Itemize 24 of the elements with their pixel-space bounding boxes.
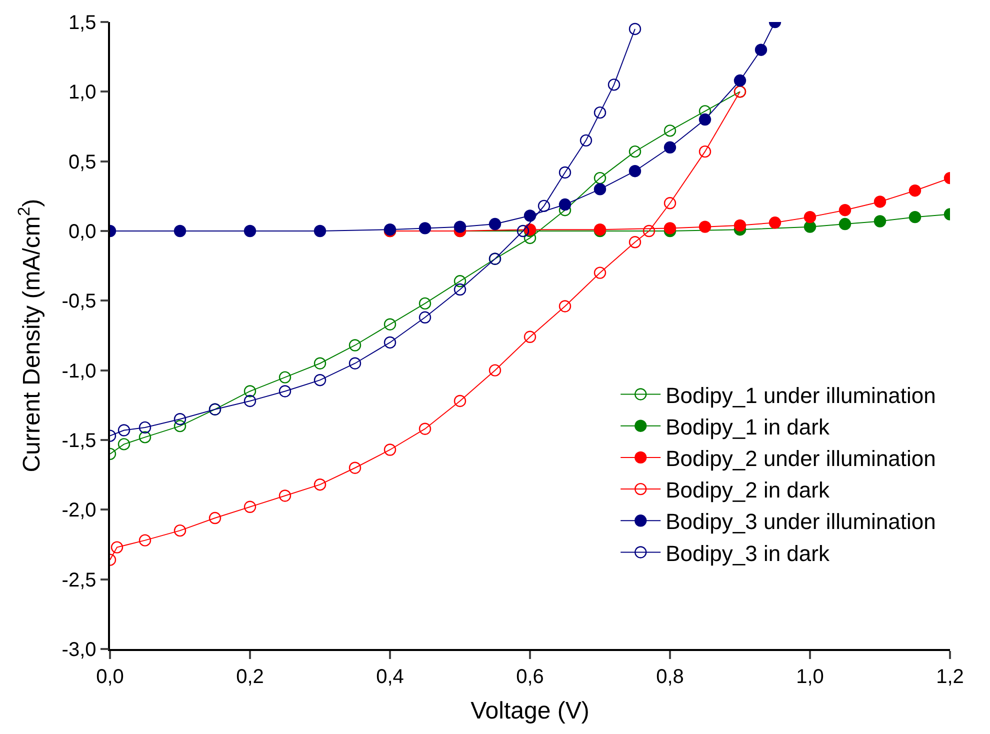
legend-label: Bodipy_2 under illumination — [666, 446, 936, 472]
y-tick-label: -0,5 — [62, 290, 96, 313]
y-tick-label: -3,0 — [62, 639, 96, 661]
y-tick-label: -1,0 — [62, 360, 96, 382]
legend-label: Bodipy_3 under illumination — [666, 509, 936, 534]
x-tick-label: 0,6 — [516, 666, 544, 688]
x-tick-label: 1,2 — [936, 666, 964, 688]
x-axis-title: Voltage (V) — [470, 698, 590, 725]
x-tick-label: 0,2 — [236, 666, 264, 688]
legend-label: Bodipy_2 in dark — [666, 478, 830, 503]
y-tick-label: 1,5 — [68, 12, 96, 34]
y-tick-label: 0,5 — [68, 151, 96, 174]
y-tick-label: -2,5 — [62, 569, 96, 592]
legend-label: Bodipy_1 in dark — [666, 414, 830, 440]
y-tick-label: 0,0 — [68, 221, 96, 243]
y-tick-label: -1,5 — [62, 430, 96, 452]
legend-label: Bodipy_3 in dark — [666, 540, 830, 566]
x-tick-label: 0,0 — [96, 666, 124, 688]
y-tick-label: 1,0 — [68, 82, 96, 104]
legend-label: Bodipy_1 under illumination — [666, 382, 936, 408]
y-tick-label: -2,0 — [62, 500, 96, 522]
x-tick-label: 0,4 — [376, 666, 404, 688]
x-tick-label: 0,8 — [656, 666, 684, 688]
x-tick-label: 1,0 — [796, 666, 824, 688]
